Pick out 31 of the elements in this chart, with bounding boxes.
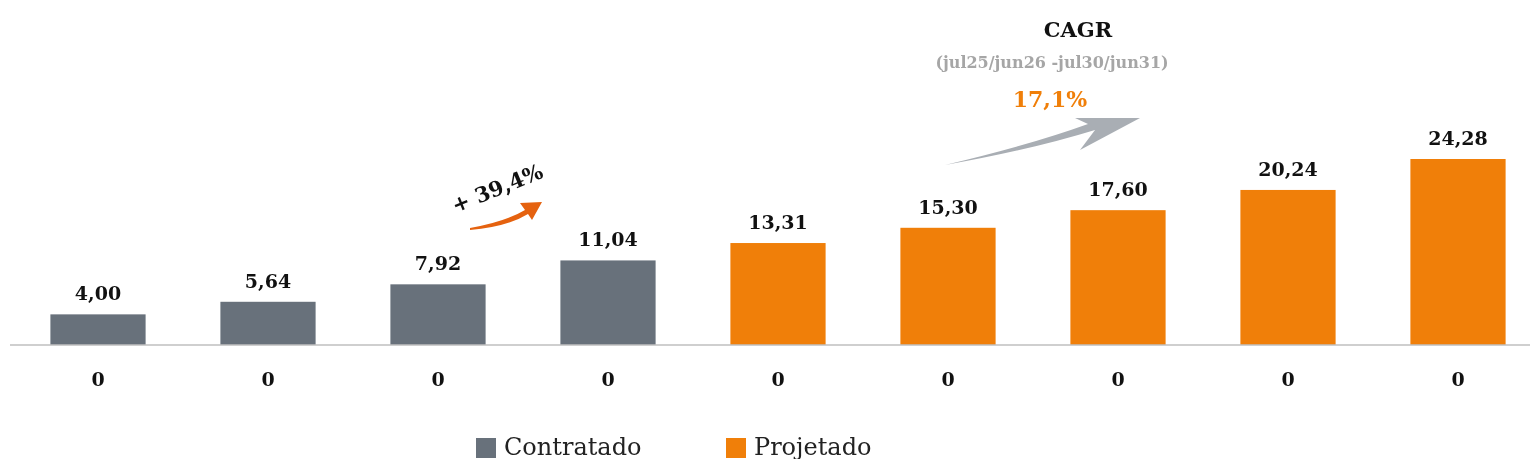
x-tick-label: 0: [1281, 368, 1295, 390]
text: (jul25/jun26 -jul30/jun31): [935, 53, 1169, 72]
bar: [220, 301, 316, 345]
x-tick-label: 0: [91, 368, 105, 390]
bar: [1070, 210, 1166, 345]
x-tick-label: 0: [1451, 368, 1465, 390]
x-tick-label: 0: [771, 368, 785, 390]
data-label: 15,30: [918, 195, 978, 218]
legend-label: Contratado: [504, 433, 642, 459]
text: CAGR: [1043, 17, 1113, 42]
data-label: 20,24: [1258, 157, 1318, 180]
x-tick-label: 0: [941, 368, 955, 390]
x-tick-label: 0: [431, 368, 445, 390]
x-tick-label: 0: [1111, 368, 1125, 390]
data-label: 4,00: [74, 282, 122, 305]
data-label: 5,64: [244, 269, 292, 292]
bar: [50, 314, 146, 345]
data-label: 24,28: [1428, 127, 1488, 149]
x-tick-label: 0: [601, 368, 615, 390]
data-label: 13,31: [748, 211, 808, 234]
x-tick-label: 0: [261, 368, 275, 390]
data-label: 17,60: [1088, 178, 1148, 201]
data-label: 7,92: [414, 252, 462, 275]
text: 17,1%: [1012, 86, 1088, 112]
data-label: 11,04: [578, 228, 638, 251]
bar: [900, 227, 996, 345]
bar: [730, 243, 826, 345]
bar: [1410, 159, 1506, 345]
bar: [1240, 189, 1336, 345]
bar: [390, 284, 486, 345]
bar: [560, 260, 656, 345]
